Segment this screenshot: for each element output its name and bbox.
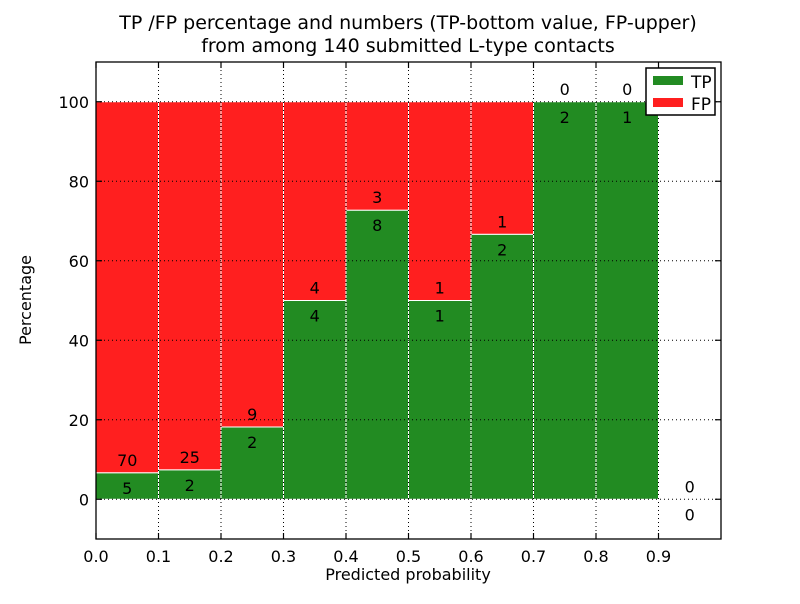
bar-segment-fp-2 bbox=[220, 101, 284, 428]
y-tick-label-80: 80 bbox=[69, 172, 89, 191]
fp-count-label-6: 1 bbox=[497, 212, 507, 231]
fp-count-label-1: 25 bbox=[180, 448, 200, 467]
bar-segment-tp-8 bbox=[595, 101, 659, 500]
bars-layer bbox=[95, 101, 659, 500]
fp-count-label-7: 0 bbox=[560, 80, 570, 99]
tp-count-label-6: 2 bbox=[497, 240, 507, 259]
bar-segment-tp-0 bbox=[95, 472, 159, 500]
bar-segment-fp-1 bbox=[158, 101, 222, 471]
fp-count-label-3: 4 bbox=[310, 279, 320, 298]
fp-count-label-4: 3 bbox=[372, 188, 382, 207]
x-tick-label-0.9: 0.9 bbox=[646, 547, 671, 566]
bar-segment-fp-0 bbox=[95, 101, 159, 474]
gridlines-layer bbox=[95, 62, 721, 539]
fp-count-label-5: 1 bbox=[435, 279, 445, 298]
bar-segment-fp-4 bbox=[345, 101, 409, 211]
y-tick-label-20: 20 bbox=[69, 411, 89, 430]
tp-count-label-2: 2 bbox=[247, 433, 257, 452]
x-tick-label-0.6: 0.6 bbox=[458, 547, 483, 566]
bar-segment-tp-2 bbox=[220, 426, 284, 500]
x-tick-label-0.1: 0.1 bbox=[146, 547, 171, 566]
bar-segment-tp-7 bbox=[533, 101, 597, 500]
x-tick-label-0.5: 0.5 bbox=[396, 547, 421, 566]
legend: TP FP bbox=[645, 67, 716, 116]
x-tick-label-0.8: 0.8 bbox=[583, 547, 608, 566]
y-tick-label-0: 0 bbox=[79, 490, 89, 509]
bar-segment-tp-5 bbox=[408, 300, 472, 500]
y-tick-labels: 0 20 40 60 80 100 bbox=[58, 93, 89, 510]
bar-segment-tp-6 bbox=[470, 233, 534, 500]
bar-segment-fp-6 bbox=[470, 101, 534, 235]
tp-count-label-8: 1 bbox=[622, 108, 632, 127]
chart-title-line1: TP /FP percentage and numbers (TP-bottom… bbox=[118, 12, 697, 34]
tp-count-label-3: 4 bbox=[310, 307, 320, 326]
legend-label-tp: TP bbox=[690, 73, 712, 93]
fp-count-label-2: 9 bbox=[247, 405, 257, 424]
bar-segment-fp-5 bbox=[408, 101, 472, 301]
tp-count-label-7: 2 bbox=[560, 108, 570, 127]
x-tick-label-0.3: 0.3 bbox=[271, 547, 296, 566]
bar-count-labels: 70 5 25 2 9 2 4 4 3 8 1 1 1 2 0 2 0 1 0 0 bbox=[117, 80, 695, 525]
x-tick-label-0.0: 0.0 bbox=[83, 547, 108, 566]
x-tick-label-0.4: 0.4 bbox=[333, 547, 358, 566]
x-axis-label: Predicted probability bbox=[325, 565, 491, 584]
x-tick-labels: 0.0 0.1 0.2 0.3 0.4 0.5 0.6 0.7 0.8 0.9 bbox=[83, 547, 671, 566]
bar-segment-tp-4 bbox=[345, 209, 409, 500]
legend-label-fp: FP bbox=[691, 95, 711, 115]
bar-segment-fp-3 bbox=[283, 101, 347, 301]
tick-marks-layer bbox=[95, 62, 721, 539]
y-axis-label: Percentage bbox=[16, 255, 35, 345]
legend-swatch-tp bbox=[653, 76, 683, 85]
y-tick-label-60: 60 bbox=[69, 252, 89, 271]
legend-box bbox=[645, 67, 716, 116]
chart-title-line2: from among 140 submitted L-type contacts bbox=[201, 35, 615, 57]
tp-count-label-5: 1 bbox=[435, 307, 445, 326]
fp-count-label-8: 0 bbox=[622, 80, 632, 99]
x-tick-label-0.7: 0.7 bbox=[521, 547, 546, 566]
x-tick-label-0.2: 0.2 bbox=[208, 547, 233, 566]
bar-segment-tp-3 bbox=[283, 300, 347, 500]
tp-count-label-9: 0 bbox=[685, 505, 695, 524]
y-tick-label-40: 40 bbox=[69, 331, 89, 350]
fp-count-label-9: 0 bbox=[685, 477, 695, 496]
y-tick-label-100: 100 bbox=[58, 93, 89, 112]
fp-count-label-0: 70 bbox=[117, 451, 137, 470]
legend-swatch-fp bbox=[653, 98, 683, 107]
tp-count-label-0: 5 bbox=[122, 479, 132, 498]
tp-count-label-1: 2 bbox=[185, 476, 195, 495]
tp-count-label-4: 8 bbox=[372, 216, 382, 235]
